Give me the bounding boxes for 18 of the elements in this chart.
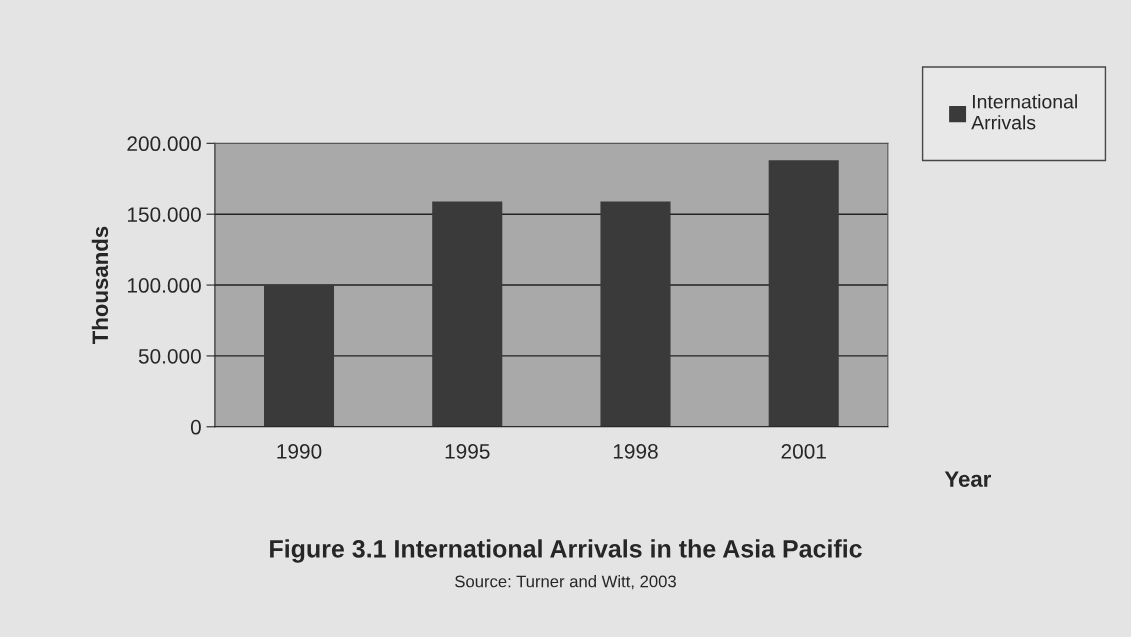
y-tick-label: 200.000 — [127, 136, 201, 152]
bar — [768, 160, 839, 427]
bar — [263, 285, 335, 427]
y-axis-title: Thousands — [91, 226, 109, 345]
legend-label: International Arrivals — [971, 94, 1077, 130]
y-tick-label: 50.000 — [138, 348, 201, 364]
y-tick-label: 100.000 — [127, 278, 201, 293]
y-tick-label: 150.000 — [127, 207, 201, 222]
bar — [600, 201, 671, 427]
x-tick-label: 1998 — [613, 444, 658, 459]
x-tick-label: 2001 — [781, 444, 826, 459]
x-axis-title: Year — [944, 471, 992, 487]
y-tick-label: 0 — [190, 419, 201, 435]
bar — [432, 201, 503, 427]
x-tick-label: 1995 — [445, 444, 490, 459]
text: Figure 3.1 International Arrivals in the Asia Pacific — [270, 539, 862, 563]
source-note: Source: Turner and Witt, 2003 — [455, 575, 676, 590]
x-tick-label: 1990 — [277, 444, 322, 459]
